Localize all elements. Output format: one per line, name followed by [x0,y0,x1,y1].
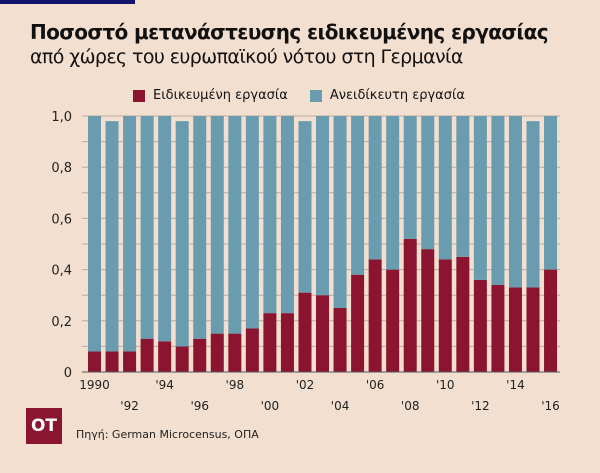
bar-skilled [298,292,312,372]
bar-unskilled [456,116,470,257]
bar-skilled [368,259,382,372]
bar-skilled [210,333,224,372]
bar-skilled [491,284,505,372]
bar-skilled [508,287,522,372]
legend-item-skilled: Ειδικευμένη εργασία [133,88,288,103]
y-tick-label: 1,0 [51,110,72,125]
x-tick-label: '94 [155,378,174,392]
bar-skilled [123,351,137,372]
x-tick-label: '14 [506,378,525,392]
x-tick-label: '04 [331,399,350,413]
y-tick-label: 0,4 [51,264,72,279]
bar-skilled [228,333,242,372]
bar-unskilled [228,116,242,334]
bar-skilled [473,279,487,372]
legend-item-unskilled: Ανειδίκευτη εργασία [309,88,465,103]
bar-skilled [526,287,540,372]
bar-unskilled [298,121,312,293]
bar-unskilled [316,116,330,296]
bar-unskilled [473,116,487,280]
bar-unskilled [351,116,365,275]
x-tick-label: '10 [436,378,455,392]
bar-skilled [351,274,365,372]
bar-unskilled [140,116,154,339]
x-tick-label: '12 [471,399,490,413]
legend-label-skilled: Ειδικευμένη εργασία [153,88,288,103]
bar-skilled [105,351,119,372]
bar-unskilled [491,116,505,285]
bar-skilled [386,269,400,372]
bar-unskilled [438,116,452,260]
x-tick-label: '92 [120,399,139,413]
bar-skilled [333,308,347,372]
bar-skilled [140,338,154,372]
bar-unskilled [175,121,189,347]
bar-unskilled [421,116,435,250]
bar-skilled [544,269,558,372]
bar-skilled [193,338,207,372]
chart-subtitle: από χώρες του ευρωπαϊκού νότου στη Γερμα… [30,46,463,68]
bar-skilled [263,313,277,372]
bar-skilled [456,256,470,372]
bar-unskilled [88,116,101,352]
x-tick-label: '02 [296,378,315,392]
bar-unskilled [544,116,558,270]
y-tick-label: 0 [64,366,72,381]
bar-unskilled [245,116,259,329]
x-tick-label: '98 [226,378,245,392]
bar-skilled [175,346,189,372]
x-tick-label: '00 [261,399,280,413]
bar-unskilled [368,116,382,260]
bar-unskilled [210,116,224,334]
bar-skilled [280,313,294,372]
bar-skilled [245,328,259,372]
chart-title: Ποσοστό μετανάστευσης ειδικευμένης εργασ… [30,20,549,44]
y-tick-label: 0,2 [51,315,72,330]
bar-unskilled [263,116,277,314]
bar-skilled [403,238,417,372]
legend-label-unskilled: Ανειδίκευτη εργασία [329,88,465,103]
x-tick-label: 1990 [79,378,110,392]
bar-unskilled [105,121,119,352]
bar-skilled [421,249,435,372]
legend: Ειδικευμένη εργασία Ανειδίκευτη εργασία [133,88,465,103]
bar-unskilled [123,116,137,352]
x-tick-label: '96 [190,399,209,413]
bar-unskilled [193,116,207,339]
bar-unskilled [280,116,294,314]
accent-bar [0,0,135,4]
legend-swatch-skilled [133,89,145,102]
y-tick-label: 0,6 [51,212,72,227]
x-tick-label: '06 [366,378,385,392]
bar-unskilled [403,116,417,239]
bar-unskilled [386,116,400,270]
bar-skilled [158,341,172,372]
bar-unskilled [158,116,172,342]
bar-skilled [88,351,101,372]
x-tick-label: '16 [541,399,560,413]
bar-unskilled [508,116,522,288]
legend-swatch-unskilled [309,89,322,102]
bar-unskilled [333,116,347,308]
bar-skilled [316,295,330,372]
ot-logo: OT [26,408,62,444]
x-tick-label: '08 [401,399,420,413]
source-note: Πηγή: German Microcensus, ΟΠΑ [76,428,259,441]
y-tick-label: 0,8 [51,161,72,176]
bar-unskilled [526,121,540,288]
bar-skilled [438,259,452,372]
